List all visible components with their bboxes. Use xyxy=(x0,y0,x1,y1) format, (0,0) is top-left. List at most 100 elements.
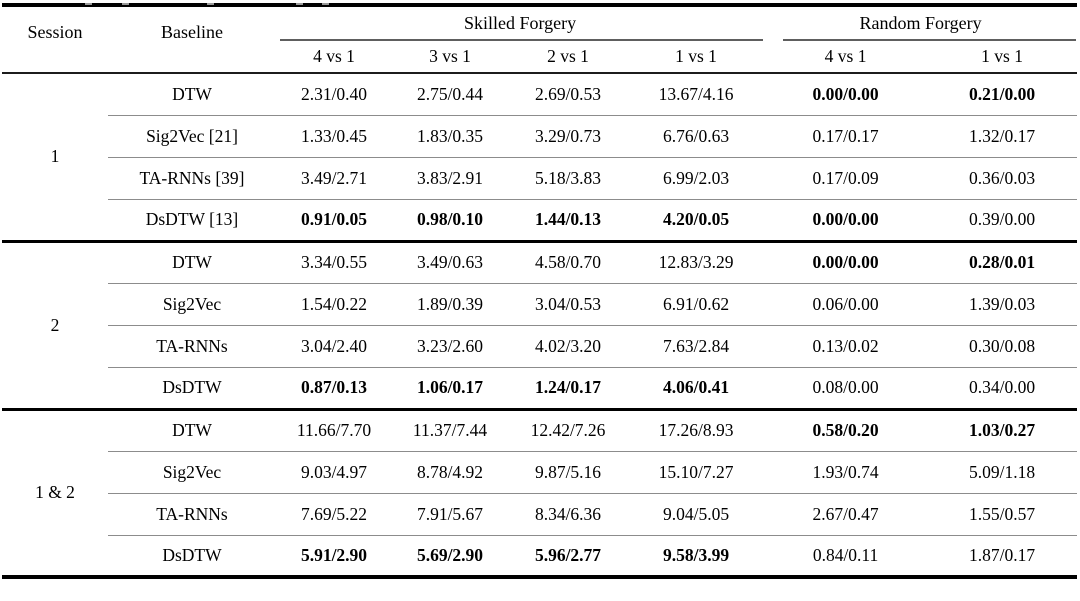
value-cell: 2.67/0.47 xyxy=(764,492,928,535)
column-header-baseline: Baseline xyxy=(108,5,276,74)
column-header-skilled-4vs1: 4 vs 1 xyxy=(276,41,392,74)
baseline-cell: DTW xyxy=(108,407,276,451)
header-row-groups: Session Baseline Skilled Forgery Random … xyxy=(2,5,1077,74)
table-row: TA-RNNs 7.69/5.22 7.91/5.67 8.34/6.36 9.… xyxy=(2,492,1078,535)
session-cell: 2 xyxy=(2,239,108,409)
value-cell: 11.66/7.70 xyxy=(276,407,392,451)
table-row: Sig2Vec [21] 1.33/0.45 1.83/0.35 3.29/0.… xyxy=(2,114,1078,157)
value-cell: 3.04/0.53 xyxy=(508,282,628,325)
value-cell: 5.91/2.90 xyxy=(276,534,392,577)
value-cell: 15.10/7.27 xyxy=(628,450,765,493)
value-cell: 0.34/0.00 xyxy=(927,366,1078,409)
value-cell: 1.03/0.27 xyxy=(927,407,1078,451)
random-group-rule xyxy=(783,39,1077,41)
value-cell: 2.69/0.53 xyxy=(534,83,602,104)
value-cell: 5.18/3.83 xyxy=(508,156,628,199)
value-cell: 12.42/7.26 xyxy=(508,407,628,451)
baseline-cell: TA-RNNs xyxy=(108,492,276,535)
value-cell: 17.26/8.93 xyxy=(628,407,765,451)
value-cell: 6.76/0.63 xyxy=(628,114,765,157)
value-cell: 1.55/0.57 xyxy=(927,492,1078,535)
table-row: DsDTW 0.87/0.13 1.06/0.17 1.24/0.17 4.06… xyxy=(2,366,1078,409)
cropped-caption-fragment xyxy=(296,3,303,5)
column-header-session: Session xyxy=(2,5,108,74)
table-row: TA-RNNs 3.04/2.40 3.23/2.60 4.02/3.20 7.… xyxy=(2,324,1078,367)
value-cell: 7.91/5.67 xyxy=(392,492,508,535)
table-row: 2 DTW 3.34/0.55 3.49/0.63 4.58/0.70 12.8… xyxy=(2,239,1078,409)
value-cell: 2.75/0.44 xyxy=(416,83,484,104)
value-cell: 0.36/0.03 xyxy=(927,156,1078,199)
value-cell: 7.63/2.84 xyxy=(628,324,765,367)
cropped-caption-fragment xyxy=(122,3,129,5)
value-cell: 3.34/0.55 xyxy=(276,239,392,283)
value-cell: 4.06/0.41 xyxy=(628,366,765,409)
value-cell: 1.24/0.17 xyxy=(508,366,628,409)
baseline-cell: DTW xyxy=(108,239,276,283)
value-cell: 5.69/2.90 xyxy=(392,534,508,577)
cropped-caption-fragment xyxy=(322,3,329,5)
column-header-skilled-2vs1: 2 vs 1 xyxy=(508,41,628,74)
value-cell: 0.58/0.20 xyxy=(764,407,928,451)
value-cell: 1.33/0.45 xyxy=(276,114,392,157)
value-cell: 4.02/3.20 xyxy=(508,324,628,367)
table-row: Sig2Vec 1.54/0.22 1.89/0.39 3.04/0.53 6.… xyxy=(2,282,1078,325)
value-cell: 3.29/0.73 xyxy=(508,114,628,157)
value-cell: 0.00/0.00 xyxy=(764,239,928,283)
value-cell: 1.06/0.17 xyxy=(392,366,508,409)
value-cell: 1.54/0.22 xyxy=(276,282,392,325)
value-cell: 4.20/0.05 xyxy=(628,198,765,241)
value-cell: 1.93/0.74 xyxy=(764,450,928,493)
value-cell: 0.17/0.17 xyxy=(764,114,928,157)
table-row: DsDTW 5.91/2.90 5.69/2.90 5.96/2.77 9.58… xyxy=(2,534,1078,577)
value-cell: 1.32/0.17 xyxy=(927,114,1078,157)
value-cell: 11.37/7.44 xyxy=(392,407,508,451)
value-cell: 8.78/4.92 xyxy=(392,450,508,493)
value-cell: 0.28/0.01 xyxy=(927,239,1078,283)
random-forgery-label: Random Forgery xyxy=(859,13,982,33)
value-cell: 3.04/2.40 xyxy=(276,324,392,367)
column-header-random-1vs1: 1 vs 1 xyxy=(927,41,1078,74)
value-cell: 0.06/0.00 xyxy=(764,282,928,325)
value-cell: 12.83/3.29 xyxy=(628,239,765,283)
value-cell: 1.89/0.39 xyxy=(392,282,508,325)
baseline-cell: DsDTW xyxy=(108,366,276,409)
value-cell: 0.84/0.11 xyxy=(764,534,928,577)
baseline-cell: Sig2Vec xyxy=(108,450,276,493)
value-cell: 6.91/0.62 xyxy=(628,282,765,325)
value-cell: 5.96/2.77 xyxy=(508,534,628,577)
baseline-cell: DTW xyxy=(172,83,212,104)
column-group-skilled-forgery: Skilled Forgery xyxy=(276,5,764,41)
results-table: Session Baseline Skilled Forgery Random … xyxy=(2,3,1078,579)
session-cell: 1 & 2 xyxy=(2,407,108,577)
column-group-random-forgery: Random Forgery xyxy=(764,5,1077,41)
value-cell: 3.23/2.60 xyxy=(392,324,508,367)
header-row-sub: 4 vs 1 3 vs 1 2 vs 1 1 vs 1 4 vs 1 1 vs … xyxy=(2,41,1078,74)
value-cell: 0.00/0.00 xyxy=(764,198,928,241)
cropped-caption-fragment xyxy=(207,3,214,5)
value-cell: 8.34/6.36 xyxy=(508,492,628,535)
value-cell: 2.31/0.40 xyxy=(300,83,368,104)
baseline-cell: DsDTW xyxy=(108,534,276,577)
value-cell: 13.67/4.16 xyxy=(658,83,734,104)
value-cell: 6.99/2.03 xyxy=(628,156,765,199)
value-cell: 4.58/0.70 xyxy=(508,239,628,283)
value-cell: 0.00/0.00 xyxy=(812,83,879,104)
value-cell: 0.98/0.10 xyxy=(392,198,508,241)
value-cell: 9.03/4.97 xyxy=(276,450,392,493)
value-cell: 0.87/0.13 xyxy=(276,366,392,409)
value-cell: 1.44/0.13 xyxy=(508,198,628,241)
table-row: DsDTW [13] 0.91/0.05 0.98/0.10 1.44/0.13… xyxy=(2,198,1078,241)
table-row: 1 & 2 DTW 11.66/7.70 11.37/7.44 12.42/7.… xyxy=(2,407,1078,577)
column-header-random-4vs1: 4 vs 1 xyxy=(764,41,928,74)
baseline-cell: TA-RNNs [39] xyxy=(108,156,276,199)
table-row: TA-RNNs [39] 3.49/2.71 3.83/2.91 5.18/3.… xyxy=(2,156,1078,199)
skilled-group-rule xyxy=(280,39,764,41)
column-header-skilled-1vs1: 1 vs 1 xyxy=(628,41,765,74)
value-cell: 3.49/0.63 xyxy=(392,239,508,283)
session-cell: 1 xyxy=(50,146,60,167)
value-cell: 9.87/5.16 xyxy=(508,450,628,493)
cropped-caption-fragment xyxy=(85,3,92,5)
value-cell: 0.21/0.00 xyxy=(968,83,1036,104)
value-cell: 0.17/0.09 xyxy=(764,156,928,199)
table-row: Sig2Vec 9.03/4.97 8.78/4.92 9.87/5.16 15… xyxy=(2,450,1078,493)
